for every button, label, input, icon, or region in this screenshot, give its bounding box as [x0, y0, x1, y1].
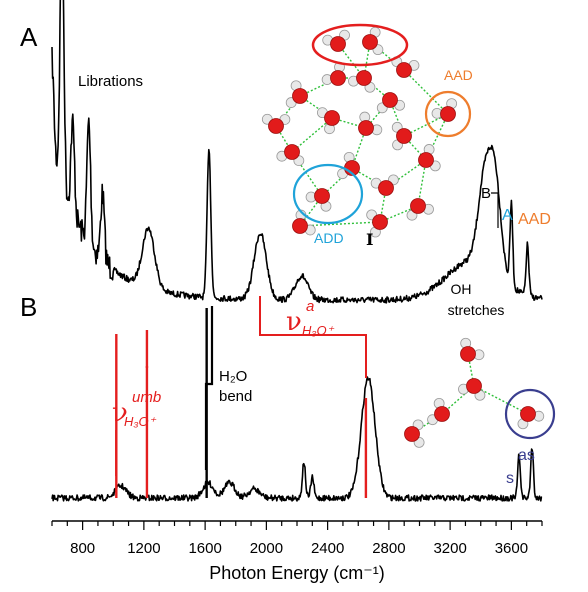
hydronium-cluster-illustration — [404, 337, 545, 448]
nu-umb-subscript: H₃O⁺ — [124, 414, 157, 429]
oxygen-atom — [324, 110, 340, 126]
oxygen-atom — [356, 70, 372, 86]
x-tick-label: 1600 — [188, 540, 221, 557]
oxygen-atom — [434, 406, 450, 422]
oxygen-atom — [268, 118, 284, 134]
b-peak-pointer — [491, 192, 499, 228]
librations-label: Librations — [78, 73, 143, 90]
oxygen-atom — [372, 214, 388, 230]
hydrogen-bond — [403, 113, 449, 137]
water-cluster-illustration — [261, 26, 458, 238]
oxygen-atom — [396, 62, 412, 78]
oxygen-atom — [410, 198, 426, 214]
hydrogen-bond — [441, 385, 475, 415]
top-ring-highlight — [311, 23, 409, 67]
a-peak-label: A — [502, 207, 513, 224]
nu-a-symbol: ν — [286, 307, 302, 337]
inset-roman-numeral: I — [366, 230, 373, 249]
hydrogen-bond — [351, 127, 367, 169]
nu-a-bracket — [259, 296, 367, 378]
oxygen-atom — [460, 346, 476, 362]
b-peak-label: B — [481, 185, 491, 202]
inset-add-label: ADD — [314, 230, 344, 246]
aad-peak-label: AAD — [518, 211, 551, 228]
as-peak-label: as — [518, 447, 535, 464]
nu-a-subscript: H₃O⁺ — [302, 323, 335, 338]
x-tick-label: 1200 — [127, 540, 160, 557]
oxygen-atom — [284, 144, 300, 160]
oxygen-atom — [520, 406, 536, 422]
s-peak-label: s — [506, 470, 514, 487]
oxygen-atom — [466, 378, 482, 394]
hydrogen-bond — [379, 205, 419, 223]
free-water-highlight-ring — [504, 388, 556, 440]
x-axis-ticks: 800 1200 1600 2000 2400 2800 3200 3600 — [51, 521, 543, 557]
stretches-label: stretches — [448, 302, 505, 318]
aad-highlight-ring — [424, 90, 472, 138]
x-tick-label: 2400 — [311, 540, 344, 557]
oxygen-atom — [404, 426, 420, 442]
oxygen-atom — [314, 188, 330, 204]
nu-a-label: ν a H₃O⁺ — [286, 298, 335, 338]
x-tick-label: 2000 — [250, 540, 283, 557]
nu-a-superscript: a — [306, 298, 314, 315]
inset-aad-label: AAD — [444, 67, 473, 83]
oxygen-atom — [382, 92, 398, 108]
x-tick-label: 3200 — [433, 540, 466, 557]
h2o-label: H₂O — [219, 368, 247, 385]
oxygen-atom — [330, 36, 346, 52]
nu-umb-symbol: ν — [112, 398, 128, 428]
panel-a-letter: A — [20, 22, 38, 52]
hydrogen-bond — [299, 77, 339, 97]
oxygen-atom — [396, 128, 412, 144]
spectrum-trace-a — [51, 0, 543, 304]
hydrogen-bond — [337, 43, 365, 79]
x-tick-label: 800 — [70, 540, 95, 557]
x-axis-title: Photon Energy (cm⁻¹) — [209, 563, 385, 583]
hydrogen-bond — [291, 117, 333, 153]
oxygen-atom — [330, 70, 346, 86]
x-tick-label: 2800 — [372, 540, 405, 557]
nu-umb-label: ν umb H₃O⁺ — [112, 389, 166, 429]
bend-label: bend — [219, 388, 252, 405]
nu-umb-superscript: umb — [132, 389, 161, 406]
oxygen-atom — [440, 106, 456, 122]
h2o-bend-bracket — [204, 306, 214, 470]
oh-label: OH — [451, 281, 472, 297]
oxygen-atom — [378, 180, 394, 196]
hydrogen-bond — [299, 221, 381, 227]
oxygen-atom — [362, 34, 378, 50]
panel-b-letter: B — [20, 292, 37, 322]
oxygen-atom — [418, 152, 434, 168]
hydrogen-bond — [321, 167, 353, 197]
oxygen-atom — [292, 218, 308, 234]
x-tick-label: 3600 — [495, 540, 528, 557]
hydrogen-bond — [425, 113, 449, 161]
oxygen-atom — [358, 120, 374, 136]
spectrum-trace-b — [51, 376, 543, 502]
add-highlight-ring — [292, 163, 364, 225]
oxygen-atom — [292, 88, 308, 104]
